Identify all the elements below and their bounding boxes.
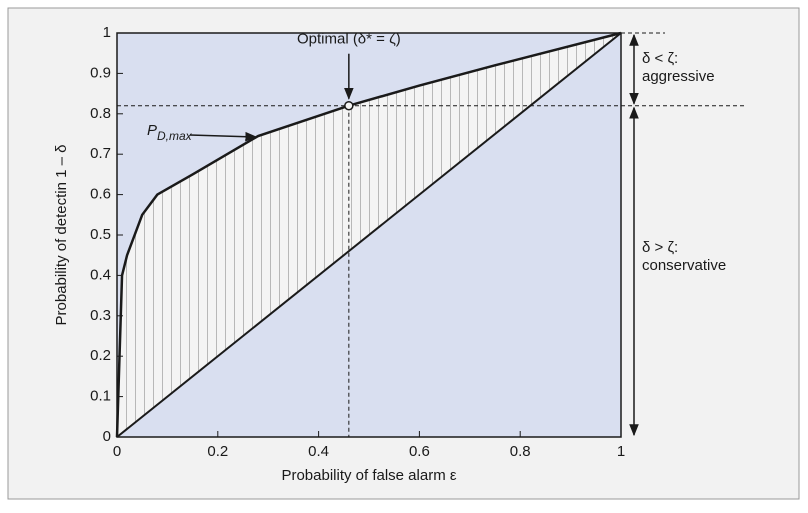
y-tick-label: 0.5 xyxy=(90,226,111,243)
optimal-point xyxy=(344,100,354,111)
x-tick-label: 1 xyxy=(617,443,625,460)
region-label: δ < ζ: xyxy=(642,50,678,67)
y-tick-label: 0.4 xyxy=(90,266,111,283)
curve-label-sub: D,max xyxy=(157,129,193,143)
y-tick-label: 0.1 xyxy=(90,388,111,405)
x-axis-title: Probability of false alarm ε xyxy=(281,467,456,484)
region-label: δ > ζ: xyxy=(642,239,678,256)
x-tick-label: 0.8 xyxy=(510,443,531,460)
axes-box xyxy=(116,32,622,438)
x-tick-label: 0.4 xyxy=(308,443,329,460)
y-tick-label: 0.3 xyxy=(90,307,111,324)
x-tick-label: 0 xyxy=(113,443,121,460)
y-tick-label: 0.2 xyxy=(90,347,111,364)
x-tick-label: 0.2 xyxy=(207,443,228,460)
x-tick-label: 0.6 xyxy=(409,443,430,460)
region-label: aggressive xyxy=(642,68,715,85)
y-tick-label: 1 xyxy=(103,24,111,41)
curve-label-main: P xyxy=(147,122,157,139)
y-tick-label: 0.6 xyxy=(90,186,111,203)
curve xyxy=(115,31,622,438)
region-label: conservative xyxy=(642,257,726,274)
y-tick-label: 0.7 xyxy=(90,145,111,162)
y-tick-label: 0.8 xyxy=(90,105,111,122)
optimal-label: Optimal (δ* = ζ) xyxy=(297,31,401,48)
y-tick-label: 0 xyxy=(103,428,111,445)
curve-label-arrow xyxy=(189,131,258,142)
y-axis-title: Probability of detectin 1 – δ xyxy=(53,145,70,326)
curve-label: PD,max xyxy=(147,122,193,143)
y-tick-label: 0.9 xyxy=(90,64,111,81)
curve xyxy=(116,32,622,438)
